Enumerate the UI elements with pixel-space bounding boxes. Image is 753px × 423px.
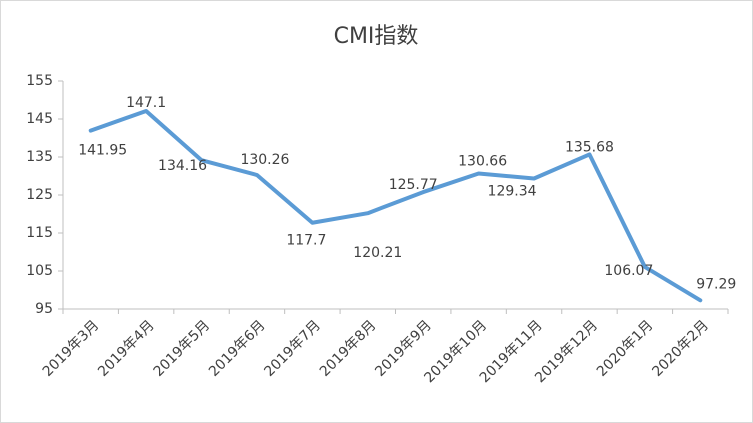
y-tick-label: 135 <box>26 149 53 165</box>
chart-title: CMI指数 <box>334 24 419 49</box>
y-tick-label: 125 <box>26 187 53 203</box>
data-label: 106.07 <box>604 263 653 279</box>
data-label: 129.34 <box>488 184 537 200</box>
y-tick-label: 155 <box>26 73 53 89</box>
data-label: 134.16 <box>158 158 207 174</box>
y-tick-label: 115 <box>26 225 53 241</box>
data-label: 97.29 <box>696 276 736 292</box>
data-label: 130.66 <box>458 153 507 169</box>
y-tick-label: 105 <box>26 263 53 279</box>
data-label: 125.77 <box>389 177 438 193</box>
data-label: 117.7 <box>286 233 326 249</box>
data-label: 147.1 <box>126 95 166 111</box>
data-label: 130.26 <box>240 152 289 168</box>
y-tick-label: 145 <box>26 111 53 127</box>
data-label: 135.68 <box>565 139 614 155</box>
y-tick-label: 95 <box>35 301 53 317</box>
line <box>88 109 703 303</box>
data-label: 141.95 <box>78 143 127 159</box>
data-label: 120.21 <box>353 245 402 261</box>
